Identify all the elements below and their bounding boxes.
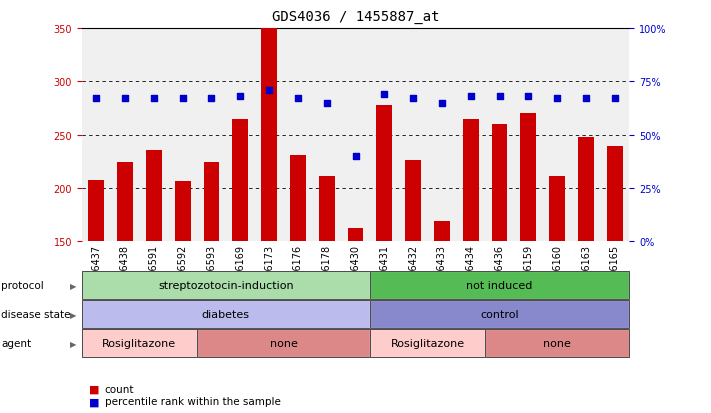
Point bbox=[205, 96, 217, 102]
Text: count: count bbox=[105, 384, 134, 394]
Bar bbox=[203, 163, 220, 242]
Text: none: none bbox=[543, 338, 571, 348]
Text: Rosiglitazone: Rosiglitazone bbox=[102, 338, 176, 348]
Bar bbox=[463, 119, 479, 242]
Text: ■: ■ bbox=[89, 396, 100, 406]
Text: control: control bbox=[480, 309, 519, 319]
Point bbox=[235, 94, 246, 100]
Bar bbox=[261, 29, 277, 242]
Bar bbox=[290, 155, 306, 242]
Bar bbox=[319, 177, 335, 242]
Point bbox=[263, 87, 274, 94]
Point bbox=[523, 94, 534, 100]
Bar bbox=[348, 229, 363, 242]
Bar bbox=[491, 125, 508, 242]
Point bbox=[465, 94, 476, 100]
Text: ▶: ▶ bbox=[70, 339, 77, 348]
Bar bbox=[117, 163, 133, 242]
Point bbox=[494, 94, 506, 100]
Text: not induced: not induced bbox=[466, 280, 533, 290]
Point bbox=[90, 96, 102, 102]
Point bbox=[609, 96, 621, 102]
Text: ▶: ▶ bbox=[70, 310, 77, 319]
Bar bbox=[434, 221, 450, 242]
Text: none: none bbox=[269, 338, 297, 348]
Text: disease state: disease state bbox=[1, 309, 71, 319]
Bar bbox=[405, 161, 421, 242]
Text: streptozotocin-induction: streptozotocin-induction bbox=[158, 280, 294, 290]
Bar bbox=[232, 119, 248, 242]
Text: Rosiglitazone: Rosiglitazone bbox=[390, 338, 464, 348]
Point bbox=[407, 96, 419, 102]
Bar bbox=[578, 138, 594, 242]
Bar bbox=[146, 150, 161, 242]
Text: percentile rank within the sample: percentile rank within the sample bbox=[105, 396, 280, 406]
Text: diabetes: diabetes bbox=[202, 309, 250, 319]
Point bbox=[321, 100, 332, 107]
Bar bbox=[520, 114, 536, 242]
Point bbox=[119, 96, 131, 102]
Point bbox=[148, 96, 159, 102]
Text: protocol: protocol bbox=[1, 280, 44, 290]
Bar bbox=[88, 181, 104, 242]
Point bbox=[580, 96, 592, 102]
Bar bbox=[607, 147, 623, 242]
Text: ▶: ▶ bbox=[70, 281, 77, 290]
Point bbox=[437, 100, 448, 107]
Point bbox=[350, 153, 361, 160]
Text: ■: ■ bbox=[89, 384, 100, 394]
Point bbox=[552, 96, 563, 102]
Point bbox=[379, 92, 390, 98]
Point bbox=[177, 96, 188, 102]
Text: agent: agent bbox=[1, 338, 31, 348]
Text: GDS4036 / 1455887_at: GDS4036 / 1455887_at bbox=[272, 10, 439, 24]
Bar bbox=[550, 177, 565, 242]
Bar bbox=[175, 182, 191, 242]
Bar bbox=[376, 105, 392, 242]
Point bbox=[292, 96, 304, 102]
